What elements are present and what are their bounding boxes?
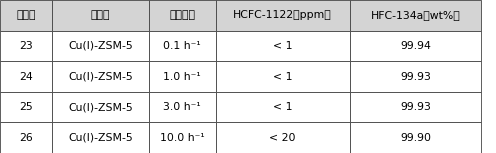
Bar <box>52 122 149 153</box>
Text: 0.1 h⁻¹: 0.1 h⁻¹ <box>164 41 201 51</box>
Text: 26: 26 <box>19 133 33 143</box>
Text: < 1: < 1 <box>273 102 293 112</box>
Text: Cu(I)-ZSM-5: Cu(I)-ZSM-5 <box>68 41 133 51</box>
Bar <box>52 61 149 92</box>
Bar <box>52 31 149 61</box>
Bar <box>0 0 52 31</box>
Bar <box>149 122 216 153</box>
Bar <box>216 122 350 153</box>
Text: HFC-134a（wt%）: HFC-134a（wt%） <box>371 10 460 20</box>
Text: < 1: < 1 <box>273 41 293 51</box>
Bar <box>149 92 216 122</box>
Bar <box>0 122 52 153</box>
Text: 3.0 h⁻¹: 3.0 h⁻¹ <box>164 102 201 112</box>
Bar <box>216 92 350 122</box>
Text: HCFC-1122（ppm）: HCFC-1122（ppm） <box>233 10 332 20</box>
Bar <box>0 92 52 122</box>
Text: Cu(I)-ZSM-5: Cu(I)-ZSM-5 <box>68 71 133 82</box>
Text: 吸附剂: 吸附剂 <box>91 10 110 20</box>
Text: 99.94: 99.94 <box>400 41 431 51</box>
Text: 实施例: 实施例 <box>16 10 36 20</box>
Bar <box>350 122 481 153</box>
Bar <box>52 92 149 122</box>
Bar <box>52 0 149 31</box>
Bar <box>350 0 481 31</box>
Text: 99.93: 99.93 <box>400 102 431 112</box>
Text: Cu(I)-ZSM-5: Cu(I)-ZSM-5 <box>68 133 133 143</box>
Bar <box>350 92 481 122</box>
Text: 24: 24 <box>19 71 33 82</box>
Bar <box>0 61 52 92</box>
Bar <box>216 61 350 92</box>
Bar <box>216 0 350 31</box>
Bar <box>149 31 216 61</box>
Text: 99.93: 99.93 <box>400 71 431 82</box>
Text: 99.90: 99.90 <box>400 133 431 143</box>
Text: < 20: < 20 <box>269 133 296 143</box>
Bar <box>0 31 52 61</box>
Bar <box>216 31 350 61</box>
Text: Cu(I)-ZSM-5: Cu(I)-ZSM-5 <box>68 102 133 112</box>
Bar <box>350 61 481 92</box>
Text: 10.0 h⁻¹: 10.0 h⁻¹ <box>160 133 204 143</box>
Text: 进料空速: 进料空速 <box>169 10 195 20</box>
Text: 1.0 h⁻¹: 1.0 h⁻¹ <box>164 71 201 82</box>
Bar <box>149 0 216 31</box>
Bar <box>350 31 481 61</box>
Text: 25: 25 <box>19 102 33 112</box>
Text: 23: 23 <box>19 41 33 51</box>
Text: < 1: < 1 <box>273 71 293 82</box>
Bar <box>149 61 216 92</box>
